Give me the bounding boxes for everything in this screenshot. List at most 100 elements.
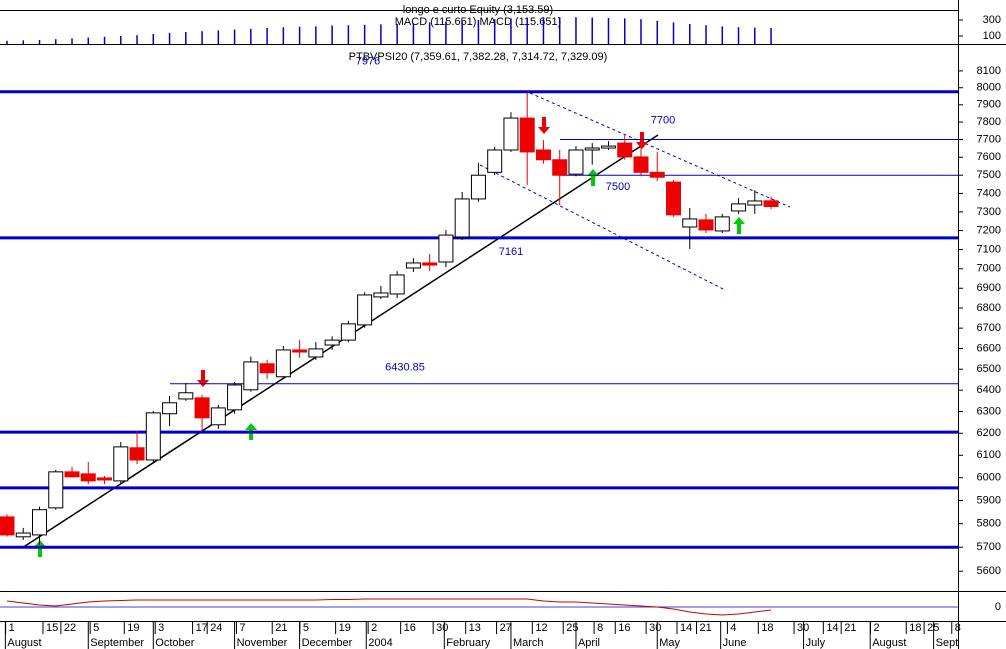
candle-body <box>698 219 714 231</box>
candle-body <box>259 363 275 374</box>
buy-arrow <box>587 169 599 186</box>
x-tick-label: 2 <box>873 622 879 634</box>
month-label: 2004 <box>368 637 392 649</box>
candle-body <box>48 471 64 509</box>
candle-body <box>324 339 340 346</box>
x-tick-label: 16 <box>618 622 630 634</box>
y-tick-label: 300 <box>983 14 1001 26</box>
chart-title: PTBVPSI20 (7,359.61, 7,382.28, 7,314.72,… <box>349 51 608 63</box>
candle-body <box>454 198 470 238</box>
sell-arrow <box>197 370 209 387</box>
level-label: 7161 <box>499 246 523 258</box>
month-label: August <box>7 637 41 649</box>
x-tick-label: 8 <box>597 622 603 634</box>
candle-body <box>373 292 389 298</box>
candle-body <box>617 142 633 158</box>
y-tick-label: 6600 <box>977 342 1001 354</box>
x-tick-label: 17 <box>196 622 208 634</box>
candle-body <box>731 203 747 212</box>
x-tick-label: 15 <box>46 622 58 634</box>
x-tick-label: 18 <box>909 622 921 634</box>
sell-arrow <box>538 117 550 134</box>
level-label: 7976 <box>356 56 380 68</box>
x-tick-label: 22 <box>64 622 76 634</box>
month-label: July <box>806 637 826 649</box>
candle-body <box>145 412 161 461</box>
x-tick-label: 1 <box>9 622 15 634</box>
indicator-title: longo e curto Equity (3,153.59) <box>403 4 553 16</box>
candle-body <box>568 149 584 175</box>
y-tick-label: 8000 <box>977 82 1001 94</box>
level-label: 6430.85 <box>385 362 425 374</box>
y-tick-label: 7000 <box>977 263 1001 275</box>
candle-body <box>422 262 438 266</box>
x-tick-label: 4 <box>730 622 736 634</box>
sell-arrows <box>197 117 648 387</box>
x-tick-label: 16 <box>404 622 416 634</box>
y-tick-label: 5800 <box>977 518 1001 530</box>
y-tick-label: 7700 <box>977 133 1001 145</box>
y-tick-label: 7100 <box>977 243 1001 255</box>
candle-body <box>584 147 600 151</box>
x-tick-label: 13 <box>469 622 481 634</box>
x-tick-label: 19 <box>127 622 139 634</box>
y-tick-label: 6000 <box>977 472 1001 484</box>
month-label: November <box>237 637 288 649</box>
candle-body <box>80 473 96 482</box>
month-label: October <box>155 637 194 649</box>
x-tick-label: 21 <box>275 622 287 634</box>
y-tick-label: 6500 <box>977 363 1001 375</box>
month-label: February <box>446 637 491 649</box>
y-tick-label: 6400 <box>977 384 1001 396</box>
month-label: August <box>872 637 906 649</box>
candle-body <box>64 471 80 478</box>
x-tick-label: 7 <box>239 622 245 634</box>
y-tick-label: 5900 <box>977 494 1001 506</box>
x-tick-label: 30 <box>649 622 661 634</box>
channel-line <box>479 164 726 291</box>
candle-body <box>113 446 129 482</box>
candle-body <box>682 218 698 228</box>
x-tick-label: 2 <box>371 622 377 634</box>
candle-body <box>178 392 194 400</box>
y-tick-label: 6900 <box>977 282 1001 294</box>
candle-body <box>552 159 568 176</box>
candle-body <box>405 262 421 269</box>
month-label: September <box>90 637 144 649</box>
month-label: March <box>513 637 544 649</box>
y-tick-label: 6100 <box>977 449 1001 461</box>
candle-body <box>714 216 730 232</box>
candle-body <box>633 156 649 173</box>
y-tick-label: 7200 <box>977 224 1001 236</box>
month-label: April <box>578 637 600 649</box>
candle-body <box>210 407 226 426</box>
y-tick-label: 5600 <box>977 565 1001 577</box>
x-tick-label: 8 <box>955 622 961 634</box>
x-tick-label: 30 <box>436 622 448 634</box>
candle-body <box>649 171 665 178</box>
candle-body <box>600 145 616 149</box>
month-label: Sept <box>936 637 959 649</box>
x-tick-label: 24 <box>210 622 222 634</box>
channel-line <box>529 92 791 208</box>
candle-body <box>357 294 373 326</box>
candle-body <box>438 234 454 263</box>
y-tick-label: 7400 <box>977 187 1001 199</box>
candle-body <box>389 274 405 295</box>
candle-body <box>308 348 324 358</box>
candle-body <box>162 402 178 415</box>
candle-body <box>227 384 243 411</box>
y-tick-label: 0 <box>995 601 1001 613</box>
buy-arrow <box>733 217 745 234</box>
y-tick-label: 7600 <box>977 151 1001 163</box>
x-tick-label: 18 <box>761 622 773 634</box>
candle-body <box>32 509 48 536</box>
month-label: May <box>659 637 680 649</box>
x-tick-label: 21 <box>700 622 712 634</box>
candle-body <box>519 117 535 153</box>
candle-body <box>275 349 291 378</box>
x-tick-label: 14 <box>680 622 692 634</box>
